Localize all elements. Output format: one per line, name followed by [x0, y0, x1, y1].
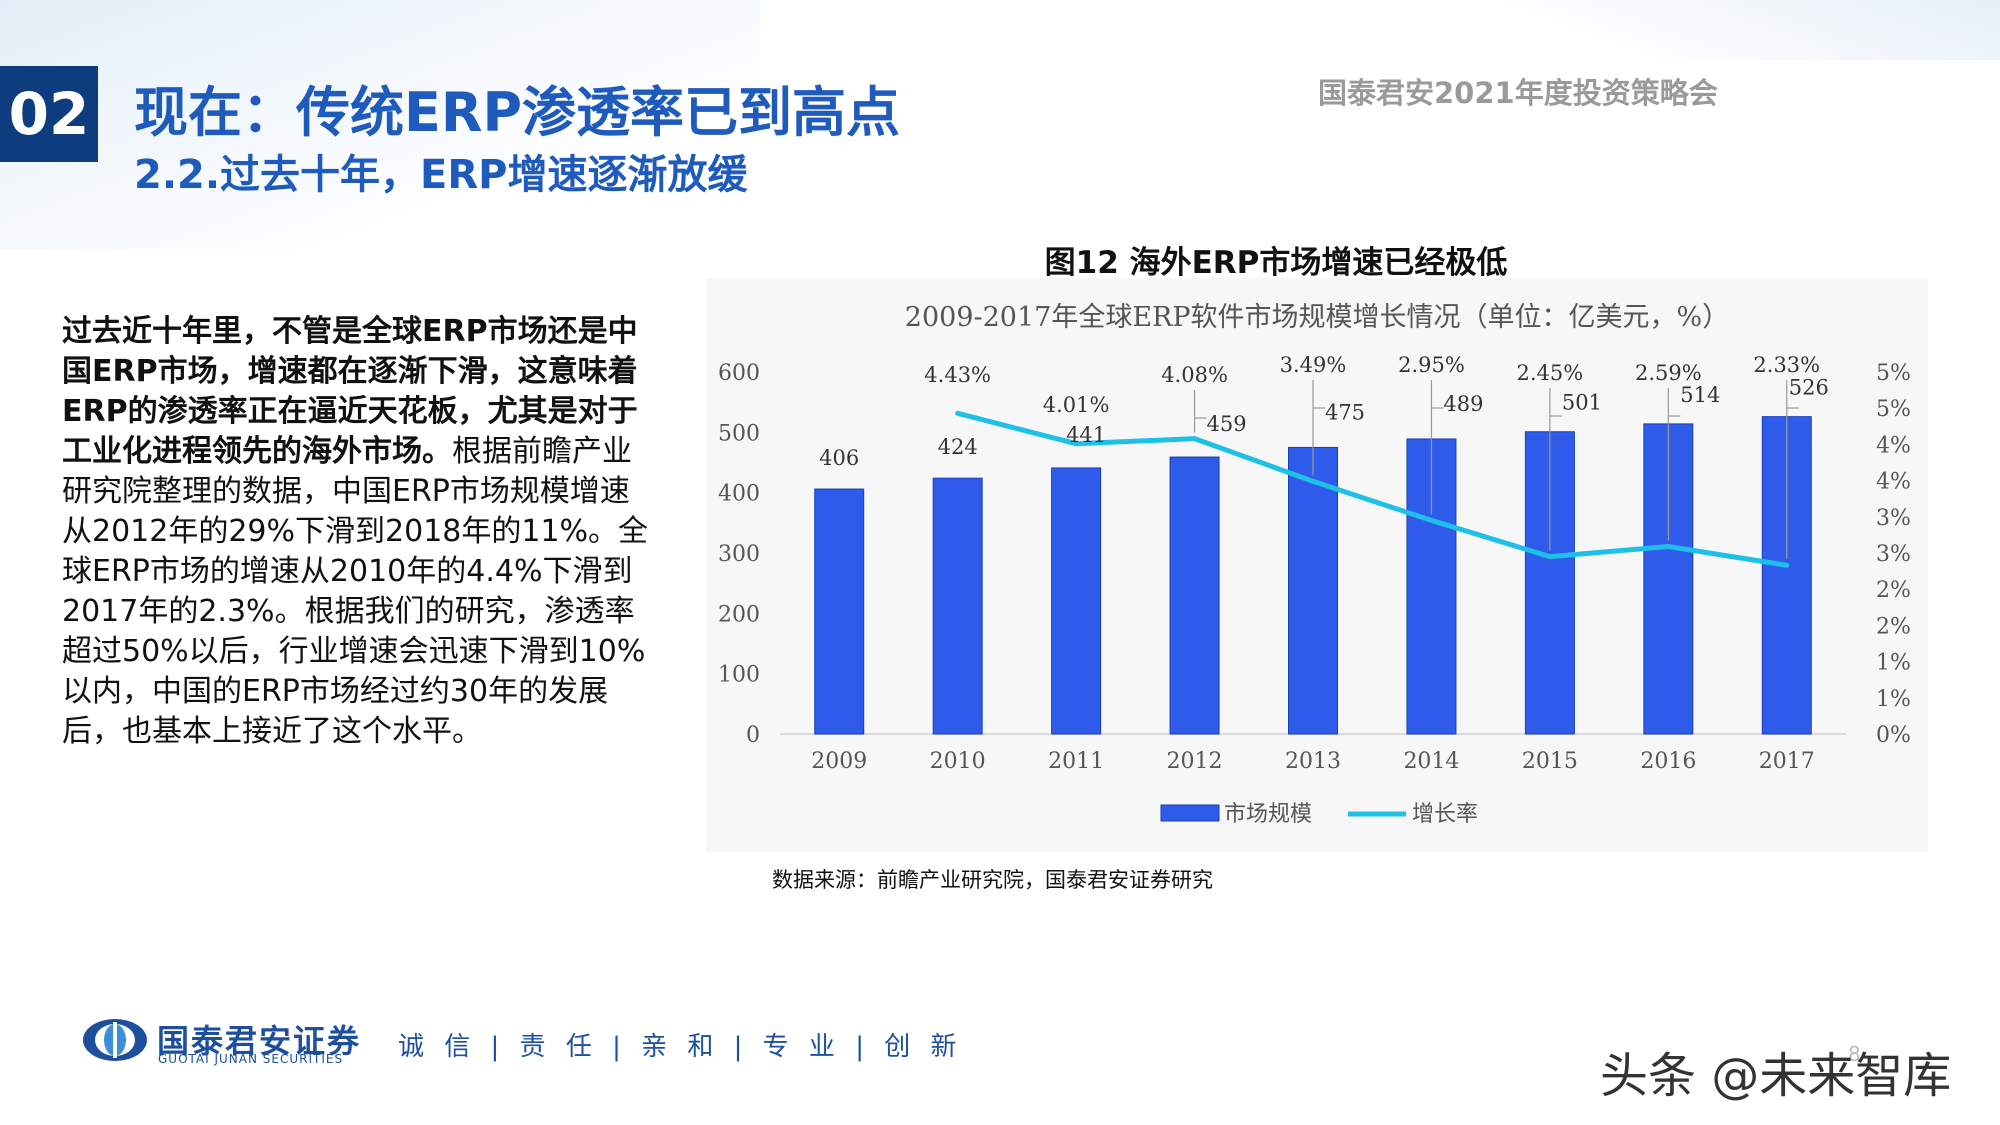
figure-caption: 图12 海外ERP市场增速已经极低 [1044, 245, 1508, 281]
bar-value-label: 406 [819, 446, 859, 470]
x-tick-label: 2013 [1285, 749, 1341, 774]
legend-bar-swatch [1160, 804, 1220, 822]
page-subtitle: 2.2.过去十年，ERP增速逐渐放缓 [134, 152, 748, 198]
bar-value-label: 489 [1443, 392, 1483, 416]
body-paragraph-rest: 根据前瞻产业研究院整理的数据，中国ERP市场规模增速从2012年的29%下滑到2… [62, 434, 649, 749]
x-tick-label: 2009 [811, 749, 867, 774]
growth-rate-label: 4.43% [924, 363, 991, 387]
y-right-tick-label: 0% [1876, 723, 1911, 748]
bar [1051, 467, 1102, 735]
growth-rate-label: 4.08% [1161, 363, 1228, 387]
y-right-tick-label: 4% [1876, 470, 1911, 495]
x-tick-label: 2017 [1759, 749, 1815, 774]
y-right-tick-label: 4% [1876, 433, 1911, 458]
company-logo-icon [83, 1019, 147, 1061]
x-tick-label: 2011 [1048, 749, 1104, 774]
y-left-tick-label: 100 [718, 663, 760, 688]
bar-value-label: 514 [1680, 383, 1720, 407]
company-logo-english: GUOTAI JUNAN SECURITIES [158, 1052, 344, 1066]
y-right-tick-label: 3% [1876, 506, 1911, 531]
x-tick-label: 2016 [1640, 749, 1696, 774]
body-paragraph: 过去近十年里，不管是全球ERP市场还是中国ERP市场，增速都在逐渐下滑，这意味着… [62, 312, 652, 752]
bar-value-label: 459 [1207, 412, 1247, 436]
chart-title: 2009-2017年全球ERP软件市场规模增长情况（单位：亿美元，%） [905, 302, 1729, 333]
y-left-tick-label: 600 [718, 361, 760, 386]
y-right-tick-label: 5% [1876, 397, 1911, 422]
growth-rate-label: 3.49% [1280, 353, 1347, 377]
bar-value-label: 424 [938, 435, 978, 459]
bar [1169, 456, 1220, 735]
growth-rate-label: 2.45% [1517, 361, 1584, 385]
legend-bar-label: 市场规模 [1224, 802, 1312, 827]
growth-rate-label: 4.01% [1043, 393, 1110, 417]
x-tick-label: 2010 [930, 749, 986, 774]
section-number-badge: 02 [0, 66, 98, 162]
y-left-tick-label: 0 [746, 723, 760, 748]
company-slogan: 诚 信 | 责 任 | 亲 和 | 专 业 | 创 新 [398, 1032, 963, 1062]
bar-value-label: 526 [1789, 376, 1829, 400]
body-paragraph-bold: 过去近十年里，不管是全球ERP市场还是中国ERP市场，增速都在逐渐下滑，这意味着… [62, 314, 638, 469]
erp-market-chart: 2009-2017年全球ERP软件市场规模增长情况（单位：亿美元，%） 0 100 2… [718, 302, 1911, 827]
watermark: 头条 @未来智库 [1600, 1048, 1952, 1104]
y-left-tick-label: 500 [718, 421, 760, 446]
bar-value-label: 475 [1325, 400, 1365, 424]
series-line [955, 410, 1790, 568]
page-number: 8 [1848, 1042, 1861, 1066]
source-note: 数据来源：前瞻产业研究院，国泰君安证券研究 [772, 868, 1213, 892]
bar [814, 488, 865, 735]
bar-value-label: 501 [1562, 391, 1602, 415]
x-tick-label: 2012 [1167, 749, 1223, 774]
growth-rate-label: 2.59% [1635, 361, 1702, 385]
y-right-tick-label: 3% [1876, 542, 1911, 567]
x-tick-label: 2014 [1403, 749, 1459, 774]
y-right-tick-label: 2% [1876, 614, 1911, 639]
header-decoration-right [1480, 0, 2000, 60]
bar [932, 477, 983, 735]
company-logo-text: 国泰君安证券 [157, 1022, 362, 1060]
growth-rate-label: 2.33% [1753, 353, 1820, 377]
y-left-tick-label: 300 [718, 542, 760, 567]
bar-value-label: 441 [1066, 423, 1106, 447]
x-tick-label: 2015 [1522, 749, 1578, 774]
legend-line-label: 增长率 [1412, 802, 1478, 827]
page-title: 现在：传统ERP渗透率已到高点 [134, 81, 901, 144]
y-right-tick-label: 5% [1876, 361, 1911, 386]
y-left-tick-label: 400 [718, 482, 760, 507]
y-right-tick-label: 2% [1876, 578, 1911, 603]
y-right-tick-label: 1% [1876, 687, 1911, 712]
bar [1288, 446, 1338, 735]
header-decoration [0, 0, 760, 250]
growth-rate-label: 2.95% [1398, 353, 1465, 377]
y-right-tick-label: 1% [1876, 651, 1911, 676]
event-name: 国泰君安2021年度投资策略会 [1318, 76, 1718, 110]
y-left-tick-label: 200 [718, 602, 760, 627]
